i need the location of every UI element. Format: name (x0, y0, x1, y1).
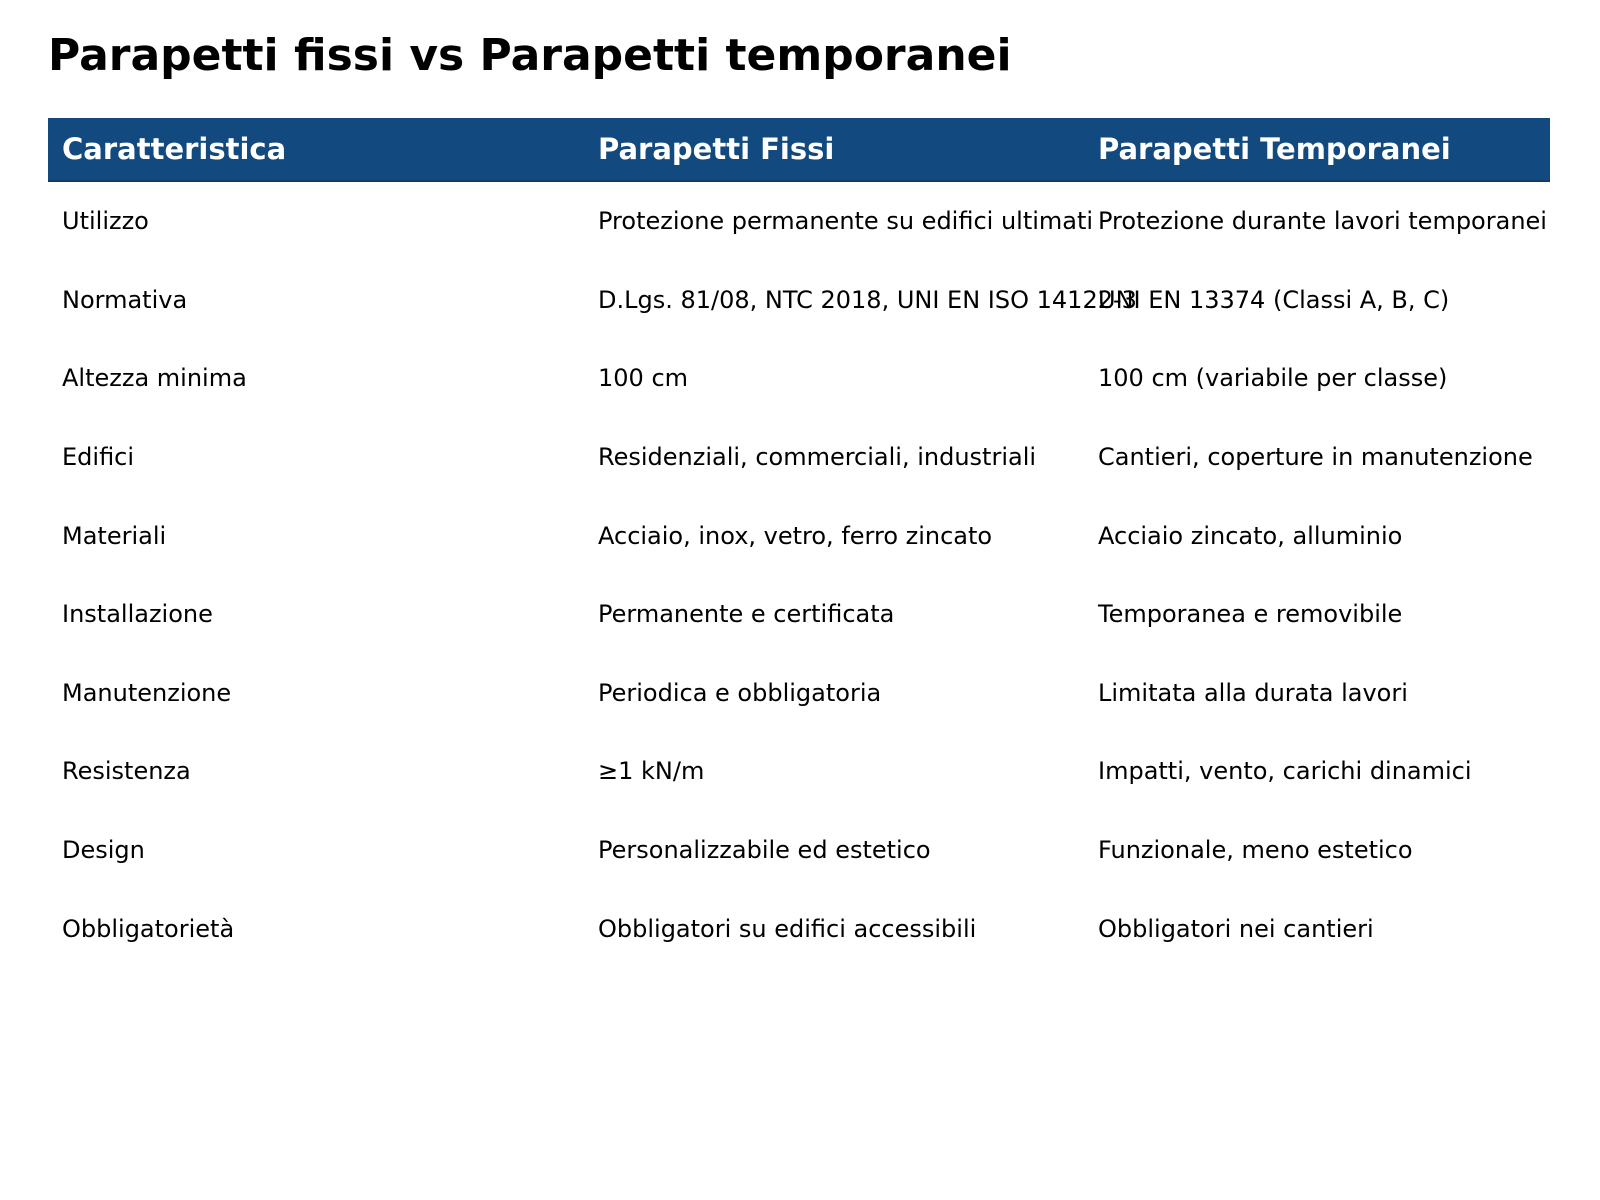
temporanei-value-cell: 100 cm (variabile per classe) (1098, 364, 1448, 393)
table-row: Utilizzo Protezione permanente su edific… (48, 182, 1550, 261)
table-row: Design Personalizzabile ed estetico Funz… (48, 811, 1550, 890)
temporanei-value-cell: Temporanea e removibile (1098, 600, 1403, 629)
temporanei-value-cell: Acciaio zincato, alluminio (1098, 521, 1403, 550)
table-row: Altezza minima 100 cm 100 cm (variabile … (48, 339, 1550, 418)
fissi-value-cell: D.Lgs. 81/08, NTC 2018, UNI EN ISO 14122… (598, 285, 1137, 314)
feature-cell: Materiali (62, 521, 167, 550)
column-header-parapetti-fissi: Parapetti Fissi (598, 132, 835, 166)
table-row: Obbligatorietà Obbligatori su edifici ac… (48, 889, 1550, 968)
fissi-value-cell: Protezione permanente su edifici ultimat… (598, 207, 1094, 236)
table-row: Resistenza ≥1 kN/m Impatti, vento, caric… (48, 732, 1550, 811)
comparison-table: Caratteristica Parapetti Fissi Parapetti… (48, 118, 1550, 968)
table-header-row: Caratteristica Parapetti Fissi Parapetti… (48, 118, 1550, 182)
feature-cell: Utilizzo (62, 207, 149, 236)
feature-cell: Resistenza (62, 757, 191, 786)
temporanei-value-cell: Protezione durante lavori temporanei (1098, 207, 1547, 236)
temporanei-value-cell: UNI EN 13374 (Classi A, B, C) (1098, 285, 1450, 314)
feature-cell: Manutenzione (62, 678, 232, 707)
page-title: Parapetti fissi vs Parapetti temporanei (48, 30, 1012, 81)
temporanei-value-cell: Impatti, vento, carichi dinamici (1098, 757, 1472, 786)
table-body: Utilizzo Protezione permanente su edific… (48, 182, 1550, 968)
table-row: Installazione Permanente e certificata T… (48, 575, 1550, 654)
fissi-value-cell: 100 cm (598, 364, 689, 393)
fissi-value-cell: Residenziali, commerciali, industriali (598, 443, 1037, 472)
feature-cell: Normativa (62, 285, 188, 314)
feature-cell: Edifici (62, 443, 135, 472)
table-row: Materiali Acciaio, inox, vetro, ferro zi… (48, 496, 1550, 575)
column-header-caratteristica: Caratteristica (62, 132, 287, 166)
fissi-value-cell: Obbligatori su edifici accessibili (598, 914, 977, 943)
feature-cell: Altezza minima (62, 364, 247, 393)
feature-cell: Design (62, 836, 145, 865)
fissi-value-cell: Permanente e certificata (598, 600, 895, 629)
temporanei-value-cell: Obbligatori nei cantieri (1098, 914, 1374, 943)
temporanei-value-cell: Funzionale, meno estetico (1098, 836, 1413, 865)
column-header-parapetti-temporanei: Parapetti Temporanei (1098, 132, 1451, 166)
fissi-value-cell: Personalizzabile ed estetico (598, 836, 931, 865)
table-row: Manutenzione Periodica e obbligatoria Li… (48, 654, 1550, 733)
fissi-value-cell: Periodica e obbligatoria (598, 678, 882, 707)
table-row: Edifici Residenziali, commerciali, indus… (48, 418, 1550, 497)
temporanei-value-cell: Cantieri, coperture in manutenzione (1098, 443, 1533, 472)
feature-cell: Installazione (62, 600, 213, 629)
table-row: Normativa D.Lgs. 81/08, NTC 2018, UNI EN… (48, 261, 1550, 340)
fissi-value-cell: ≥1 kN/m (598, 757, 705, 786)
fissi-value-cell: Acciaio, inox, vetro, ferro zincato (598, 521, 993, 550)
feature-cell: Obbligatorietà (62, 914, 235, 943)
temporanei-value-cell: Limitata alla durata lavori (1098, 678, 1408, 707)
